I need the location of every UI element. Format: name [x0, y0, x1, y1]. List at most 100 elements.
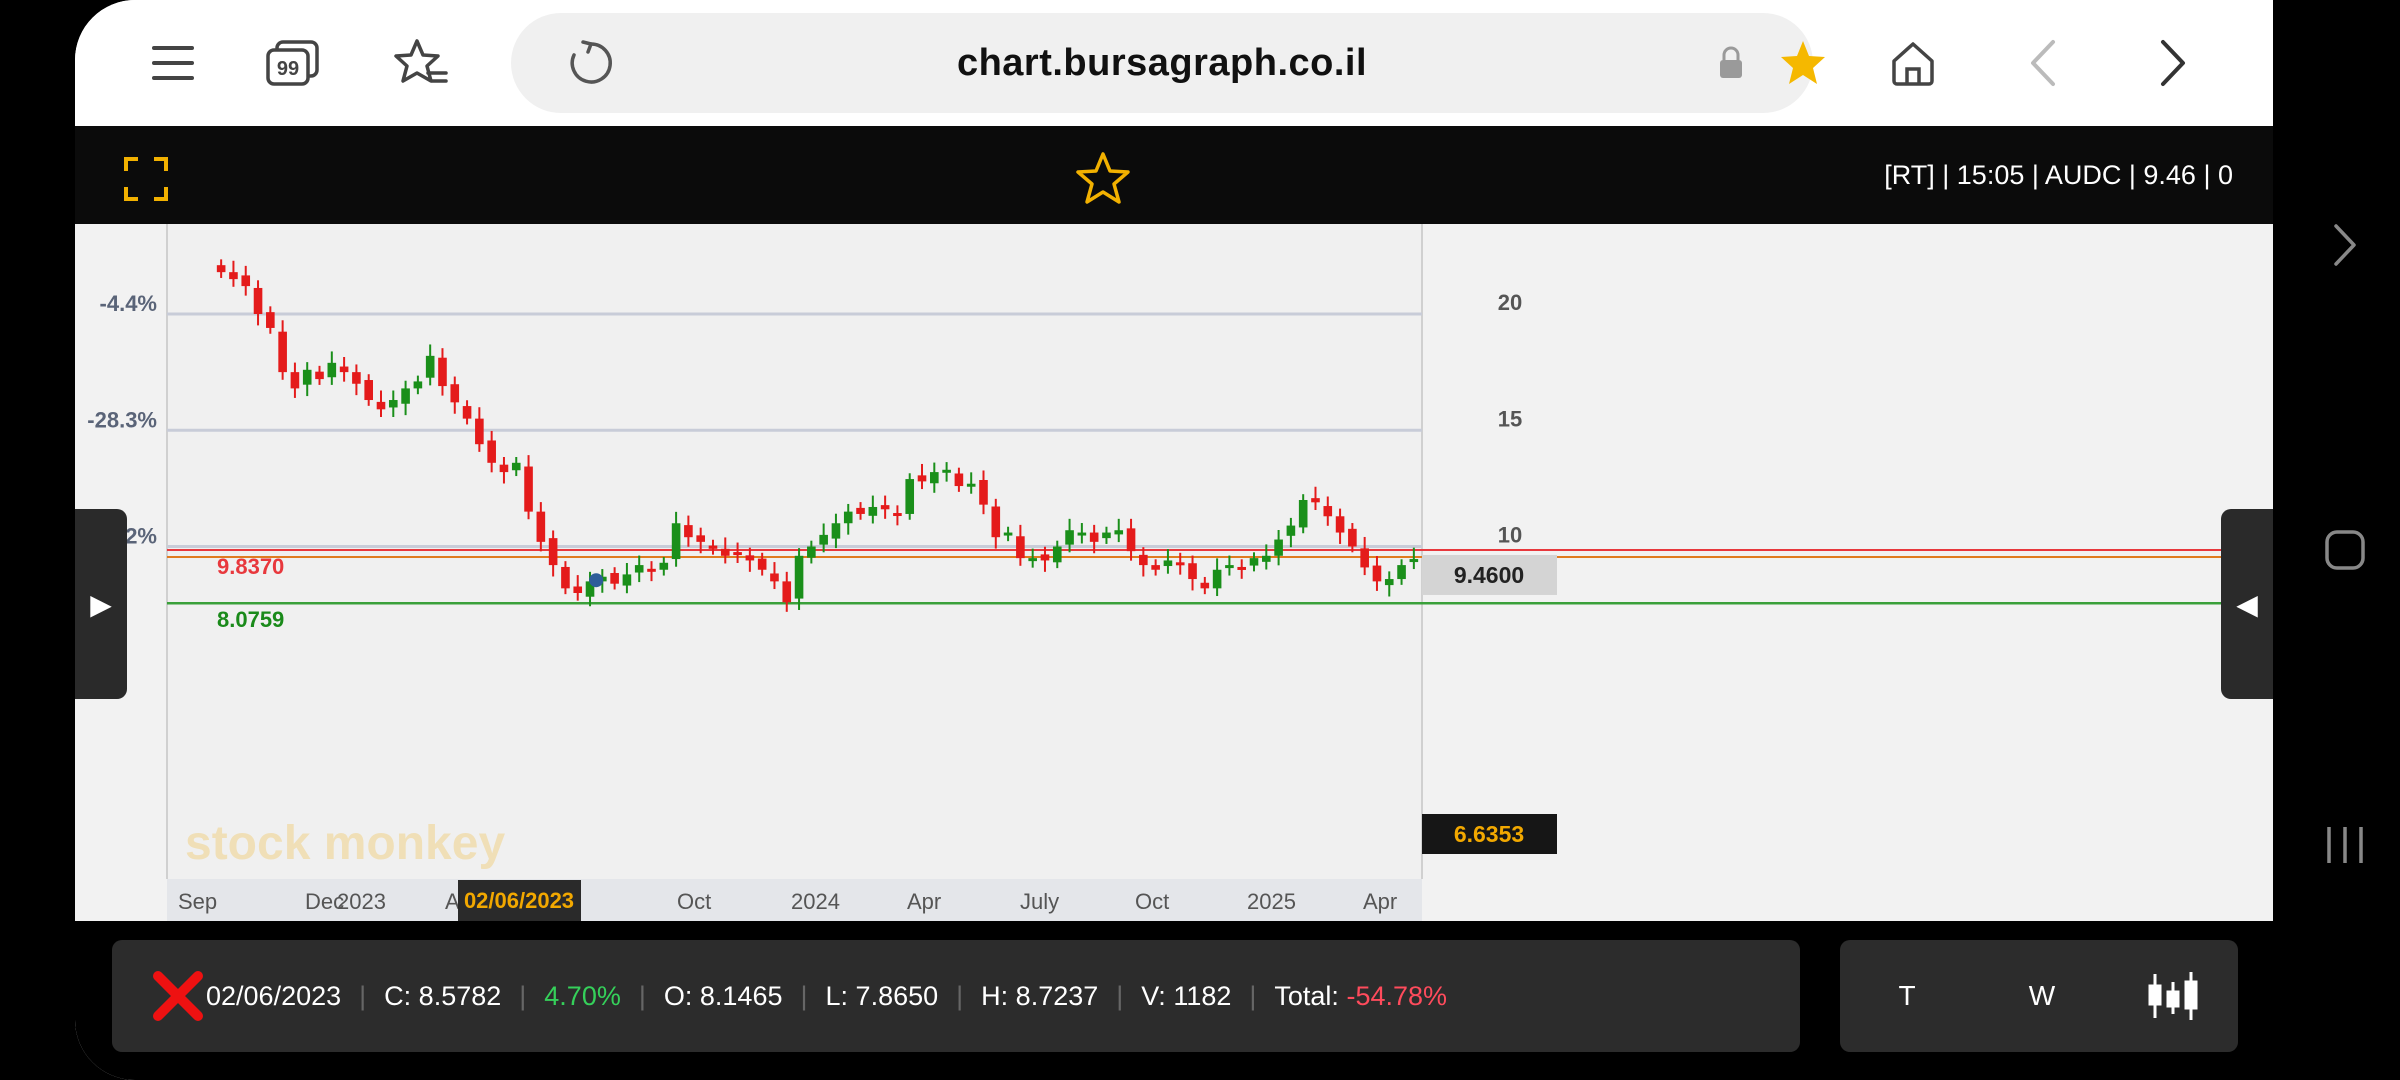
x-tick: 2025: [1247, 889, 1296, 914]
candle-body: [229, 272, 238, 280]
x-axis-strip: [167, 879, 1422, 921]
candle-body: [610, 573, 619, 584]
candle-body: [1102, 532, 1111, 539]
system-back-chevron-icon[interactable]: [2320, 215, 2370, 275]
candle-body: [671, 523, 681, 560]
candle-body: [659, 562, 669, 570]
open-label: O:: [663, 980, 693, 1011]
candle-body: [524, 466, 533, 512]
tabs-icon[interactable]: 99: [255, 25, 330, 100]
candle-body: [807, 546, 816, 558]
candle-body: [511, 462, 521, 471]
candle-body: [499, 464, 509, 473]
candle-body: [1274, 539, 1283, 556]
high-label: H:: [981, 980, 1009, 1011]
home-icon[interactable]: [1875, 25, 1950, 100]
timeframe-t-button[interactable]: T: [1898, 980, 1916, 1011]
plot-panel: [167, 224, 1422, 879]
candle-body: [634, 565, 644, 573]
candle-body: [315, 371, 324, 380]
selected-date-text: 02/06/2023: [464, 888, 574, 913]
candle-body: [782, 581, 792, 603]
candle-body: [413, 381, 423, 389]
candle-body: [684, 525, 693, 538]
candle-body: [266, 312, 275, 328]
watermark-text: stock monkey: [185, 817, 505, 870]
level-label-green: 8.0759: [217, 607, 284, 632]
candle-body: [1323, 506, 1333, 517]
candle-body: [450, 384, 460, 403]
total-value: -54.78%: [1346, 980, 1448, 1011]
candle-body: [893, 513, 902, 517]
candles-icon[interactable]: [2145, 968, 2201, 1024]
system-home-icon[interactable]: [2315, 520, 2375, 580]
x-tick: Oct: [677, 889, 711, 914]
chart-header: [RT] | 15:05 | AUDC | 9.46 | 0: [75, 126, 2273, 224]
close-x-icon[interactable]: [150, 968, 206, 1024]
right-panel-toggle[interactable]: ◀: [2221, 509, 2273, 699]
x-tick: Apr: [907, 889, 941, 914]
candle-body: [1335, 516, 1345, 533]
candle-body: [376, 401, 386, 410]
timeframe-w-button[interactable]: W: [2028, 980, 2056, 1011]
candle-body: [1040, 554, 1050, 561]
x-tick: Dec: [305, 889, 344, 914]
left-panel-toggle[interactable]: ▶: [75, 509, 127, 699]
address-bar[interactable]: chart.bursagraph.co.il: [511, 13, 1825, 113]
candle-body: [868, 506, 878, 516]
forward-icon[interactable]: [2135, 25, 2210, 100]
candle-body: [1200, 582, 1210, 589]
back-icon[interactable]: [2005, 25, 2080, 100]
chart-area[interactable]: stock monkey 9.8370 8.0759 9.4600 6.6353 20…: [75, 224, 2273, 921]
candle-body: [1052, 546, 1062, 563]
selected-point-marker: [589, 573, 604, 588]
candle-body: [475, 418, 484, 445]
candle-body: [1089, 532, 1099, 542]
realtime-status: [RT] | 15:05 | AUDC | 9.46 | 0: [1884, 160, 2233, 190]
candle-body: [733, 552, 742, 556]
candle-body: [1114, 530, 1124, 535]
reload-icon[interactable]: [561, 33, 621, 93]
candle-body: [1298, 500, 1308, 528]
price-tag-text: 9.4600: [1454, 562, 1524, 588]
low-tag-box: [1422, 814, 1557, 854]
candle-body: [278, 331, 287, 373]
x-tick: Sep: [178, 889, 217, 914]
price-tag-box: [1422, 554, 1557, 595]
tab-count: 99: [276, 58, 298, 80]
candle-body: [905, 479, 915, 514]
candle-body: [1175, 562, 1185, 566]
candle-body: [831, 523, 841, 539]
candle-body: [1212, 569, 1222, 589]
candle-body: [253, 287, 263, 314]
x-tick: July: [1020, 889, 1059, 914]
high-value: 8.7237: [1015, 980, 1099, 1011]
candle-body: [720, 548, 730, 556]
candle-body: [880, 505, 890, 510]
star-icon[interactable]: [1773, 33, 1833, 93]
candle-body: [647, 568, 656, 572]
menu-icon[interactable]: [135, 25, 210, 100]
candle-body: [1065, 530, 1074, 545]
candle-body: [1249, 558, 1259, 566]
url-text[interactable]: chart.bursagraph.co.il: [956, 42, 1368, 84]
browser-toolbar: 99 chart.bursagraph.co.il: [75, 0, 2273, 125]
lock-icon: [1711, 43, 1751, 83]
candle-body: [979, 480, 988, 505]
system-recents-icon[interactable]: [2315, 815, 2375, 875]
candle-body: [1384, 579, 1394, 586]
low-tag-text: 6.6353: [1454, 821, 1524, 847]
candle-body: [401, 388, 410, 404]
chart-controls: T W: [1840, 940, 2238, 1052]
candle-body: [573, 586, 583, 593]
close-label: C:: [384, 980, 412, 1011]
favorite-star-icon[interactable]: [1070, 146, 1136, 212]
fullscreen-icon[interactable]: [115, 148, 177, 210]
candle-body: [1372, 565, 1382, 582]
browser-window: 99 chart.bursagraph.co.il: [75, 0, 2273, 1080]
candlestick-chart[interactable]: stock monkey 9.8370 8.0759 9.4600 6.6353 20…: [75, 224, 2273, 921]
candle-body: [622, 574, 632, 586]
close-value: 8.5782: [418, 980, 502, 1011]
candle-body: [241, 275, 251, 287]
bookmarks-icon[interactable]: [383, 25, 458, 100]
